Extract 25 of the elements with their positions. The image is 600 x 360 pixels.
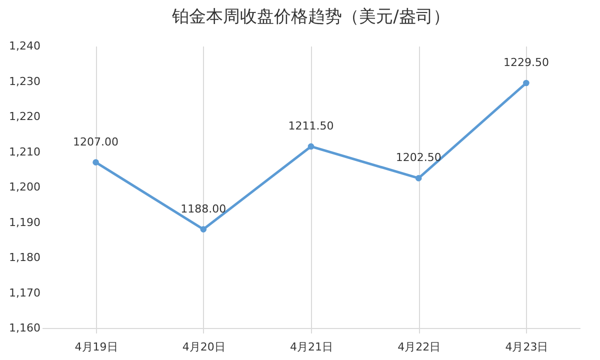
x-tick-label: 4月23日 xyxy=(505,340,548,354)
data-label: 1229.50 xyxy=(503,56,549,70)
y-tick-label: 1,220 xyxy=(9,110,40,123)
data-label: 1188.00 xyxy=(180,202,226,216)
point xyxy=(415,175,422,182)
point xyxy=(523,80,530,86)
y-tick-label: 1,200 xyxy=(9,180,40,194)
x-tick-label: 4月20日 xyxy=(182,340,226,354)
y-tick-label: 1,190 xyxy=(9,216,40,229)
x-tick-label: 4月21日 xyxy=(290,340,333,354)
point xyxy=(92,159,99,166)
data-label: 1207.00 xyxy=(73,135,119,148)
y-tick-label: 1,180 xyxy=(9,251,40,264)
chart-title: 铂金本周收盘价格趋势（美元/盎司） xyxy=(171,7,450,27)
data-label: 1202.50 xyxy=(396,151,442,164)
x-tick-label: 4月22日 xyxy=(398,340,441,354)
y-tick-label: 1,230 xyxy=(9,74,40,88)
y-tick-label: 1,210 xyxy=(9,145,40,158)
x-tick-label: 4月19日 xyxy=(74,340,118,354)
point xyxy=(308,143,314,150)
y-tick-label: 1,170 xyxy=(9,286,40,300)
y-tick-label: 1,160 xyxy=(9,322,40,334)
point xyxy=(200,226,207,232)
data-label: 1211.50 xyxy=(288,119,334,132)
y-tick-label: 1,240 xyxy=(9,40,40,52)
